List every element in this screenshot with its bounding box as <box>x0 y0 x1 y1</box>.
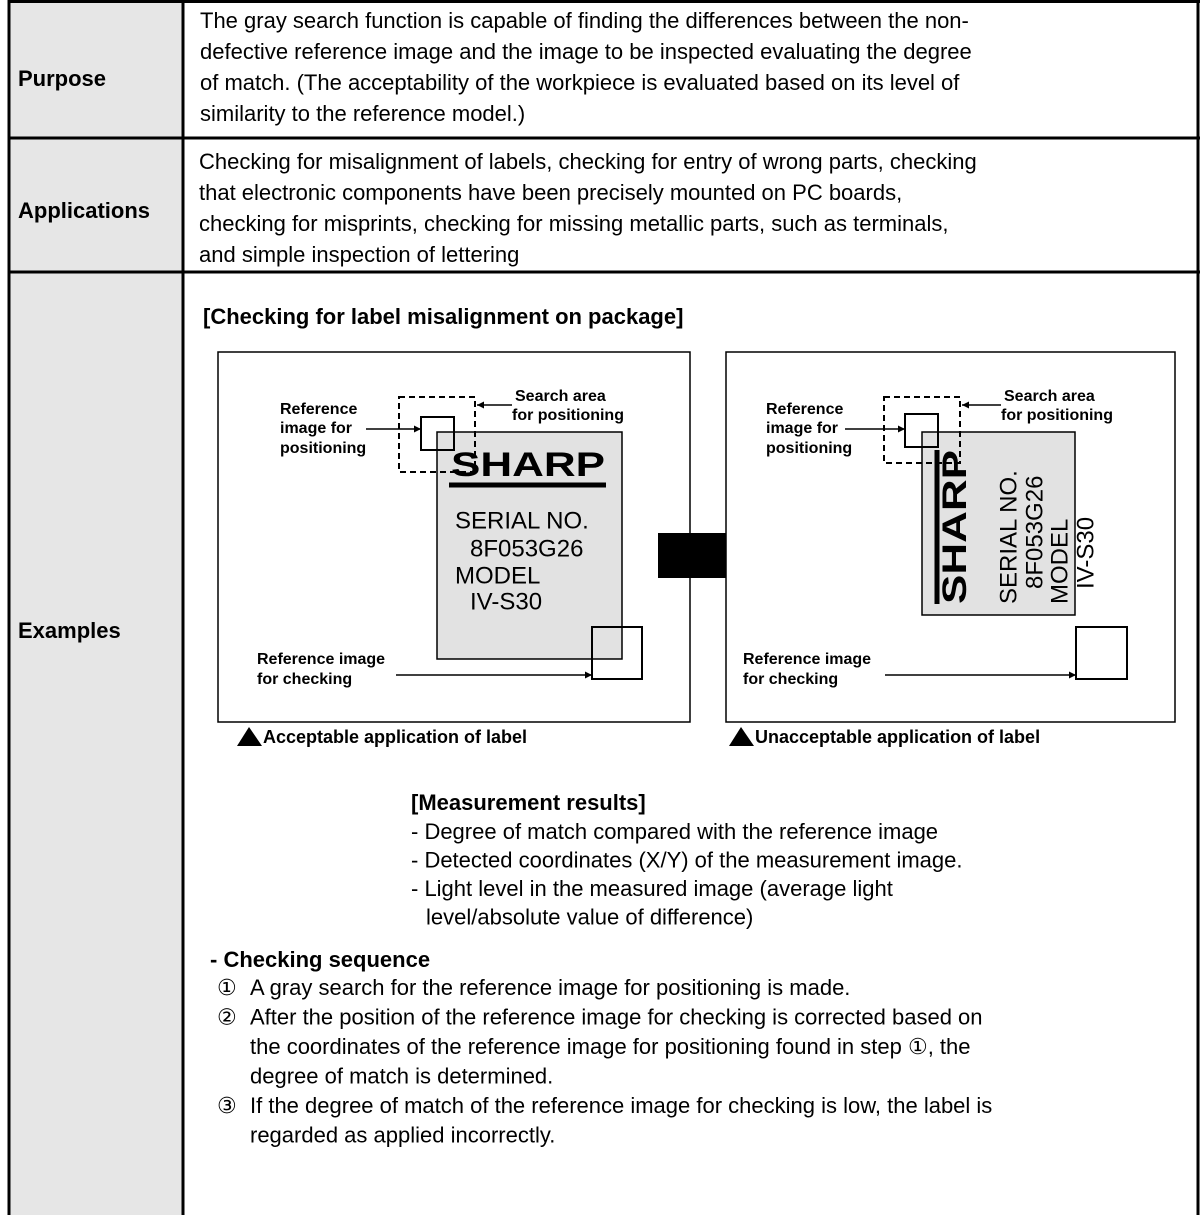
callout: image for <box>766 420 838 437</box>
checking-box <box>1075 626 1128 680</box>
row-label: Examples <box>18 618 121 643</box>
results-line: - Degree of match compared with the refe… <box>411 819 938 844</box>
label-column <box>8 0 183 1215</box>
label-text: SERIAL NO. <box>455 507 589 534</box>
callout: for checking <box>743 671 838 688</box>
search-area <box>883 396 961 464</box>
callout: positioning <box>280 440 366 457</box>
purpose-line: The gray search function is capable of f… <box>200 8 969 33</box>
label-text: 8F053G26 <box>1021 476 1048 589</box>
figure-caption: Acceptable application of label <box>263 727 527 747</box>
step-number: ② <box>217 1006 237 1031</box>
step-line: After the position of the reference imag… <box>250 1004 983 1029</box>
callout: Search area <box>515 388 606 405</box>
positioning-box <box>904 413 939 448</box>
callout: for positioning <box>512 407 624 424</box>
callout: for checking <box>257 671 352 688</box>
label-text: 8F053G26 <box>470 535 583 562</box>
callout: image for <box>280 420 352 437</box>
row-label: Applications <box>18 198 150 223</box>
callout: for positioning <box>1001 407 1113 424</box>
applications-line: and simple inspection of lettering <box>199 242 519 267</box>
results-heading: [Measurement results] <box>411 790 646 815</box>
results-line: level/absolute value of difference) <box>426 904 753 929</box>
row-label: Purpose <box>18 66 106 91</box>
step-line: the coordinates of the reference image f… <box>250 1034 971 1059</box>
results-line: - Detected coordinates (X/Y) of the meas… <box>411 847 962 872</box>
label-text: IV-S30 <box>1072 517 1099 589</box>
caption-triangle <box>729 727 754 746</box>
purpose-line: of match. (The acceptability of the work… <box>200 70 960 95</box>
step-line: If the degree of match of the reference … <box>250 1093 992 1118</box>
checking-box <box>591 626 643 680</box>
figure-unacceptable <box>725 351 1176 746</box>
purpose-line: similarity to the reference model.) <box>200 101 525 126</box>
callout: Reference image <box>743 651 871 668</box>
sequence-heading: - Checking sequence <box>210 947 430 972</box>
positioning-box <box>420 416 455 451</box>
applications-line: checking for misprints, checking for mis… <box>199 211 948 236</box>
label-text: IV-S30 <box>470 588 542 615</box>
figure-acceptable <box>217 351 691 746</box>
results-line: - Light level in the measured image (ave… <box>411 876 893 901</box>
callout: positioning <box>766 440 852 457</box>
step-line: regarded as applied incorrectly. <box>250 1122 555 1147</box>
logo: SHARP <box>451 446 605 484</box>
step-number: ① <box>217 976 237 1001</box>
caption-triangle <box>237 727 262 746</box>
step-line: degree of match is determined. <box>250 1063 553 1088</box>
label-text: MODEL <box>455 562 540 589</box>
label-text: MODEL <box>1046 519 1073 604</box>
applications-line: Checking for misalignment of labels, che… <box>199 149 977 174</box>
example-heading: [Checking for label misalignment on pack… <box>203 304 683 329</box>
applications-line: that electronic components have been pre… <box>199 180 902 205</box>
callout: Reference <box>280 401 357 418</box>
callout: Reference <box>766 401 843 418</box>
step-number: ③ <box>217 1094 237 1119</box>
step-line: A gray search for the reference image fo… <box>250 975 850 1000</box>
figure-caption: Unacceptable application of label <box>755 727 1040 747</box>
logo: SHARP <box>936 450 974 604</box>
purpose-line: defective reference image and the image … <box>200 39 972 64</box>
label-text: SERIAL NO. <box>995 470 1022 604</box>
search-area <box>398 396 476 473</box>
callout: Search area <box>1004 388 1095 405</box>
callout: Reference image <box>257 651 385 668</box>
package-label <box>436 431 623 660</box>
